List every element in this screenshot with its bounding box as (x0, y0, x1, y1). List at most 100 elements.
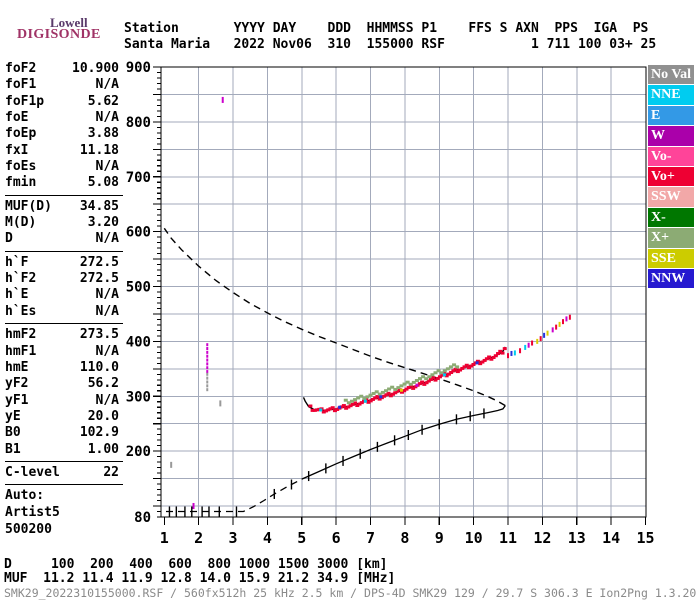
topside-profile-model (163, 227, 506, 407)
x-trace-echoes (507, 314, 571, 359)
param-value: 273.5 (79, 327, 119, 343)
panel-separator (5, 484, 123, 486)
accent-echoes (319, 361, 479, 412)
legend-item-nnw: NNW (648, 268, 694, 289)
scaled-parameters-panel: foF2 10.900 foF1 N/A foF1p 5.62 foE N/A foEp 3.88… (5, 61, 123, 539)
param-label: foF2 (5, 61, 37, 76)
param-row-foe: foE N/A (5, 110, 119, 126)
param-label: D (5, 231, 13, 247)
param-value: 110.0 (79, 359, 119, 375)
param-value: N/A (95, 343, 119, 359)
x-plus-echoes (343, 363, 460, 405)
param-label: h`Es (5, 303, 37, 319)
param-label: M(D) (5, 215, 37, 231)
param-row-fmin: fmin 5.08 (5, 175, 119, 191)
file-info-line: SMK29_2022310155000.RSF / 560fx512h 25 k… (4, 586, 697, 600)
x-tick-label: 14 (602, 529, 620, 547)
digisonde-logo: Lowell DIGISONDE (6, 2, 126, 46)
param-value: N/A (95, 303, 119, 319)
param-value: 34.85 (79, 198, 119, 214)
y-tick-label: 80 (134, 510, 151, 526)
param-row-clevel: C-level 22 (5, 465, 119, 481)
y-tick-label: 300 (126, 389, 151, 405)
x-tick-label: 7 (366, 529, 375, 547)
param-value: 11.18 (79, 142, 119, 158)
param-label: h`E (5, 287, 29, 303)
x-tick-label: 9 (435, 529, 444, 547)
param-row-hmf2: hmF2 273.5 (5, 327, 119, 343)
x-tick-label: 10 (465, 529, 483, 547)
param-value: 3.20 (87, 215, 119, 231)
y-tick-label: 200 (126, 444, 151, 460)
param-row-yf2: yF2 56.2 (5, 376, 119, 392)
param-label: hmF1 (5, 343, 37, 359)
header-values: Santa Maria 2022 Nov06 310 155000 RSF 1 … (124, 36, 657, 52)
param-value: 272.5 (79, 254, 119, 270)
param-row-fxi: fxI 11.18 (5, 143, 119, 159)
doppler-direction-legend: No Val NNE E W Vo- Vo+ SSW X- X+ SSE NNW (648, 65, 694, 289)
param-label: fmin (5, 175, 37, 191)
param-label: foF1p (5, 93, 45, 109)
param-label: foEs (5, 159, 37, 175)
y-tick-label: 600 (126, 225, 151, 241)
param-value: 102.9 (79, 425, 119, 441)
param-label: foF1 (5, 77, 37, 93)
param-row-hf: h`F 272.5 (5, 255, 119, 271)
param-value: 5.62 (87, 93, 119, 109)
param-label: B1 (5, 441, 21, 457)
logo-digisonde-text: DIGISONDE (17, 27, 101, 42)
chart-grid (161, 67, 646, 517)
legend-item-sse: SSE (648, 248, 694, 268)
x-tick-label: 13 (568, 529, 586, 547)
param-row-hme: hmE 110.0 (5, 360, 119, 376)
param-row-hmf1: hmF1 N/A (5, 344, 119, 360)
legend-item-ssw: SSW (648, 187, 694, 207)
param-row-d: D N/A (5, 231, 119, 247)
x-tick-label: 12 (533, 529, 551, 547)
autoscaler-line: 500200 (5, 522, 52, 538)
param-value: 3.88 (87, 126, 119, 142)
param-label: foEp (5, 126, 37, 142)
y-tick-label: 400 (126, 334, 151, 350)
x-tick-label: 5 (297, 529, 306, 547)
param-label: B0 (5, 425, 21, 441)
logo-lowell-text: Lowell (50, 15, 88, 30)
param-value: N/A (95, 159, 119, 175)
bottomside-profile (166, 405, 506, 517)
param-value: 272.5 (79, 271, 119, 287)
param-value: 5.08 (87, 175, 119, 191)
x-tick-label: 4 (263, 529, 272, 547)
param-label: h`F (5, 254, 29, 270)
param-value: 20.0 (87, 408, 119, 424)
param-row-md: M(D) 3.20 (5, 215, 119, 231)
param-value: N/A (95, 287, 119, 303)
legend-item-vo-: Vo- (648, 146, 694, 166)
panel-separator (5, 323, 123, 325)
y-tick-label: 700 (126, 170, 151, 186)
param-value: N/A (95, 77, 119, 93)
panel-separator (5, 250, 123, 252)
legend-item-e: E (648, 105, 694, 126)
distance-row: D 100 200 400 600 800 1000 1500 3000 [km… (4, 557, 388, 572)
param-row-hes: h`Es N/A (5, 304, 119, 320)
artifact-echoes (170, 96, 224, 510)
param-row-hf2: h`F2 272.5 (5, 271, 119, 287)
param-row-fof2: foF2 10.900 (5, 61, 119, 77)
param-row-ye: yE 20.0 (5, 409, 119, 425)
param-value: 10.900 (72, 61, 119, 76)
param-label: h`F2 (5, 271, 37, 287)
x-tick-label: 3 (229, 529, 238, 547)
param-row-mufd: MUF(D) 34.85 (5, 199, 119, 215)
param-row-fof1p: foF1p 5.62 (5, 94, 119, 110)
param-row-b1: B1 1.00 (5, 442, 119, 458)
muf-row: MUF 11.2 11.4 11.9 12.8 14.0 15.9 21.2 3… (4, 571, 396, 586)
param-label: foE (5, 110, 29, 126)
x-tick-label: 2 (194, 529, 203, 547)
param-value: 22 (103, 464, 119, 480)
x-tick-label: 11 (499, 529, 517, 547)
legend-item-nne: NNE (648, 85, 694, 105)
legend-item-x-: X- (648, 207, 694, 228)
param-value: N/A (95, 392, 119, 408)
param-label: hmE (5, 359, 29, 375)
